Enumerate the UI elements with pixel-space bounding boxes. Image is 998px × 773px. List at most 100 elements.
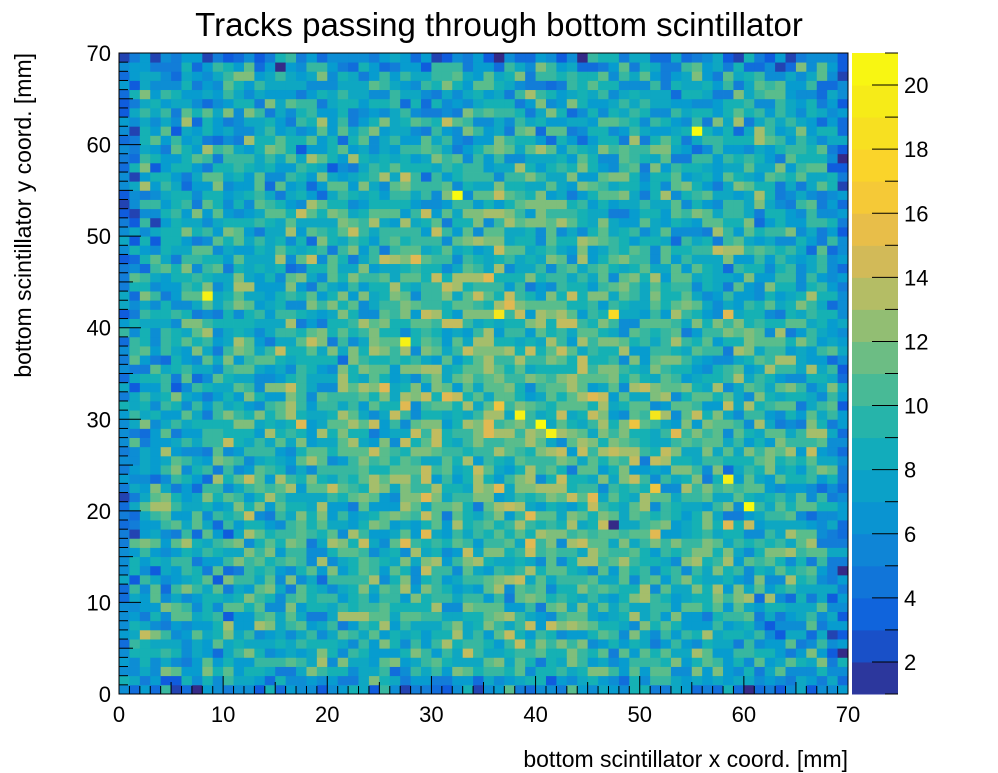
heatmap-cell: [733, 272, 745, 283]
heatmap-cell: [181, 217, 193, 228]
heatmap-cell: [316, 382, 328, 393]
heatmap-cell: [254, 657, 266, 667]
heatmap-cell: [660, 684, 672, 695]
heatmap-cell: [650, 666, 661, 677]
heatmap-cell: [337, 236, 349, 246]
heatmap-cell: [139, 126, 151, 136]
heatmap-cell: [316, 474, 328, 484]
heatmap-cell: [775, 565, 786, 576]
heatmap-cell: [608, 574, 620, 585]
heatmap-cell: [129, 391, 141, 402]
heatmap-cell: [337, 529, 349, 539]
heatmap-cell: [160, 272, 172, 283]
heatmap-cell: [639, 556, 651, 567]
heatmap-cell: [379, 355, 391, 365]
heatmap-cell: [733, 565, 745, 576]
heatmap-cell: [702, 364, 714, 374]
heatmap-cell: [212, 117, 224, 127]
heatmap-cell: [702, 400, 714, 411]
heatmap-cell: [827, 391, 838, 402]
heatmap-cell: [139, 153, 151, 164]
heatmap-cell: [389, 226, 401, 237]
heatmap-cell: [691, 126, 703, 136]
heatmap-cell: [702, 318, 714, 329]
heatmap-cell: [243, 117, 255, 127]
heatmap-cell: [670, 226, 682, 237]
heatmap-cell: [379, 107, 391, 118]
heatmap-cell: [670, 648, 682, 658]
heatmap-cell: [431, 419, 443, 429]
heatmap-cell: [483, 135, 495, 145]
heatmap-cell: [702, 556, 714, 567]
heatmap-cell: [514, 107, 526, 118]
heatmap-cell: [723, 135, 734, 145]
heatmap-cell: [712, 71, 724, 81]
heatmap-cell: [598, 291, 609, 301]
heatmap-cell: [525, 98, 536, 109]
heatmap-cell: [785, 400, 797, 411]
heatmap-cell: [181, 602, 193, 612]
heatmap-cell: [650, 629, 661, 640]
heatmap-cell: [316, 620, 328, 631]
heatmap-cell: [493, 117, 505, 127]
heatmap-cell: [712, 153, 724, 164]
heatmap-cell: [598, 565, 609, 576]
heatmap-cell: [795, 474, 807, 484]
heatmap-cell: [816, 428, 828, 438]
heatmap-cell: [296, 245, 307, 255]
heatmap-cell: [681, 584, 693, 594]
heatmap-cell: [296, 373, 307, 384]
heatmap-cell: [306, 172, 318, 182]
heatmap-cell: [400, 53, 411, 63]
heatmap-cell: [702, 107, 714, 118]
heatmap-cell: [795, 602, 807, 612]
heatmap-cell: [639, 593, 651, 603]
heatmap-cell: [733, 556, 745, 567]
heatmap-cell: [150, 236, 162, 246]
heatmap-cell: [254, 190, 266, 200]
heatmap-cell: [556, 455, 568, 466]
heatmap-cell: [660, 391, 672, 402]
heatmap-cell: [639, 117, 651, 127]
heatmap-cell: [775, 675, 786, 686]
heatmap-cell: [618, 135, 630, 145]
heatmap-cell: [150, 648, 162, 658]
heatmap-cell: [733, 629, 745, 640]
heatmap-cell: [691, 648, 703, 658]
heatmap-cell: [743, 364, 755, 374]
heatmap-cell: [264, 501, 276, 512]
heatmap-cell: [806, 400, 818, 411]
heatmap-cell: [212, 217, 224, 228]
heatmap-cell: [389, 190, 401, 200]
heatmap-cell: [233, 153, 245, 164]
heatmap-cell: [327, 364, 339, 374]
heatmap-cell: [712, 199, 724, 210]
heatmap-cell: [577, 565, 589, 576]
heatmap-cell: [264, 327, 276, 338]
heatmap-cell: [452, 529, 464, 539]
heatmap-cell: [723, 684, 734, 695]
heatmap-cell: [462, 501, 474, 512]
heatmap-cell: [556, 520, 568, 530]
heatmap-cell: [441, 556, 453, 567]
heatmap-cell: [691, 565, 703, 576]
heatmap-cell: [785, 391, 797, 402]
heatmap-cell: [639, 162, 651, 173]
heatmap-cell: [368, 80, 380, 91]
heatmap-cell: [212, 208, 224, 219]
heatmap-cell: [191, 666, 203, 677]
heatmap-cell: [629, 98, 641, 109]
heatmap-cell: [181, 336, 193, 347]
heatmap-cell: [285, 153, 297, 164]
heatmap-cell: [431, 281, 443, 292]
heatmap-cell: [202, 602, 214, 612]
heatmap-cell: [556, 373, 568, 384]
heatmap-cell: [348, 318, 359, 329]
heatmap-cell: [171, 648, 182, 658]
heatmap-cell: [348, 620, 359, 631]
heatmap-cells: [119, 53, 849, 695]
heatmap-cell: [577, 593, 589, 603]
heatmap-cell: [129, 181, 141, 191]
heatmap-cell: [473, 327, 484, 338]
heatmap-cell: [483, 639, 495, 649]
